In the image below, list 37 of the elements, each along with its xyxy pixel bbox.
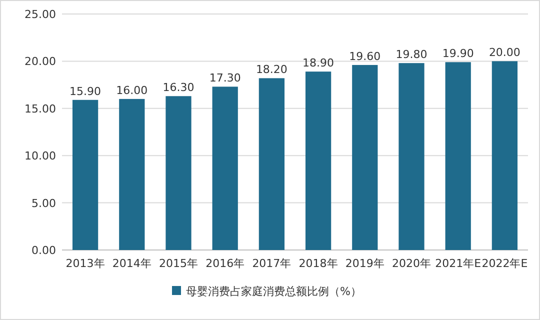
y-tick-label: 15.00 bbox=[24, 102, 56, 116]
x-tick-label: 2013年 bbox=[66, 257, 105, 270]
x-tick-label: 2014年 bbox=[112, 257, 152, 270]
legend-label: 母婴消费占家庭消费总额比例（%） bbox=[186, 285, 362, 298]
data-label: 15.90 bbox=[70, 84, 102, 98]
y-tick-label: 10.00 bbox=[24, 150, 56, 163]
y-tick-label: 25.00 bbox=[24, 8, 56, 21]
x-tick-label: 2015年 bbox=[159, 257, 198, 270]
data-label: 18.20 bbox=[256, 63, 288, 76]
x-tick-label: 2018年 bbox=[298, 257, 338, 270]
data-label: 16.00 bbox=[116, 84, 148, 97]
y-tick-label: 5.00 bbox=[32, 196, 56, 210]
bar bbox=[445, 62, 471, 250]
data-label: 17.30 bbox=[209, 72, 241, 85]
bar bbox=[258, 78, 285, 250]
bar bbox=[119, 98, 145, 250]
data-label: 16.30 bbox=[162, 81, 194, 94]
x-tick-label: 2019年 bbox=[345, 257, 384, 270]
x-tick-label: 2022年E bbox=[482, 257, 528, 270]
x-tick-label: 2017年 bbox=[252, 257, 292, 270]
data-label: 18.90 bbox=[302, 56, 334, 70]
y-tick-label: 0.00 bbox=[32, 244, 56, 257]
data-label: 19.90 bbox=[442, 47, 474, 60]
bar bbox=[352, 64, 378, 250]
bar bbox=[492, 61, 518, 250]
x-tick-label: 2020年 bbox=[392, 257, 431, 270]
x-tick-label: 2021年E bbox=[435, 257, 482, 270]
y-tick-label: 20.00 bbox=[24, 55, 56, 68]
data-label: 19.60 bbox=[349, 50, 381, 63]
x-tick-label: 2016年 bbox=[206, 257, 245, 270]
bar bbox=[398, 63, 424, 250]
bar bbox=[166, 96, 192, 250]
bar bbox=[72, 100, 98, 250]
bar bbox=[305, 72, 332, 250]
data-label: 20.00 bbox=[488, 46, 520, 60]
data-label: 19.80 bbox=[396, 48, 428, 62]
bar bbox=[212, 86, 238, 250]
